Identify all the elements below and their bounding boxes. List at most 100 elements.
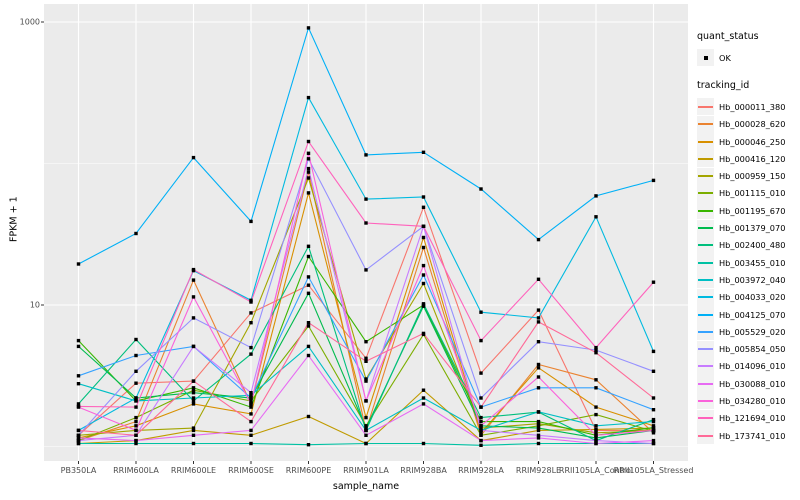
legend-key-icon	[697, 375, 714, 393]
data-point	[249, 321, 253, 325]
legend-key-icon	[697, 184, 714, 202]
data-point	[306, 139, 311, 144]
data-point	[306, 244, 311, 248]
data-point	[191, 396, 196, 400]
legend-item-ok: OK	[697, 49, 800, 67]
legend-item: Hb_004033_020	[697, 288, 800, 306]
data-point	[536, 426, 541, 430]
legend-key-icon	[697, 392, 714, 410]
legend-item: Hb_004125_070	[697, 306, 800, 323]
x-tick-label: RRIM600LA	[113, 466, 159, 475]
data-point	[364, 340, 368, 344]
legend-label: Hb_000028_620	[719, 119, 786, 130]
data-point	[594, 215, 598, 219]
legend-label: Hb_002400_480	[719, 240, 786, 251]
legend-item: Hb_005854_050	[697, 340, 800, 358]
data-point	[364, 426, 368, 430]
legend-label-ok: OK	[719, 52, 731, 63]
data-point	[306, 414, 311, 419]
data-point	[536, 362, 541, 367]
data-point	[479, 431, 483, 435]
point-marker-icon	[703, 55, 708, 60]
data-point	[594, 348, 598, 352]
x-tick-label: RRIM600SE	[228, 466, 274, 475]
data-point	[306, 291, 311, 295]
legend-key-icon	[697, 357, 714, 375]
legend-label: Hb_003455_010	[719, 257, 786, 268]
data-point	[191, 379, 196, 383]
legend-line-swatch	[698, 348, 713, 351]
data-point	[536, 320, 541, 324]
data-point	[479, 396, 483, 400]
data-point	[191, 267, 196, 272]
data-point	[249, 441, 253, 446]
legend-label: Hb_000011_380	[719, 101, 786, 112]
legend-line-swatch	[698, 157, 713, 160]
data-point	[536, 237, 541, 242]
data-point	[306, 344, 311, 349]
legend-item: Hb_001195_670	[697, 202, 800, 220]
data-point	[594, 351, 598, 355]
data-point	[421, 195, 426, 199]
legend-item: Hb_000028_620	[697, 115, 800, 133]
legend-item: Hb_003972_040	[697, 271, 800, 289]
data-point	[306, 275, 311, 279]
legend-key-icon	[697, 133, 714, 151]
legend-item: Hb_002400_480	[697, 236, 800, 254]
data-point	[421, 396, 426, 400]
legend-line-swatch	[698, 399, 713, 402]
legend-item: Hb_000416_120	[697, 150, 800, 168]
legend-key-icon	[697, 98, 714, 116]
data-point	[134, 441, 138, 446]
legend-key-icon	[697, 150, 714, 168]
data-point	[421, 302, 426, 306]
data-point	[191, 433, 196, 437]
data-point	[249, 345, 253, 350]
data-point	[536, 419, 541, 424]
data-point	[249, 405, 253, 409]
legend-label: Hb_005529_020	[719, 326, 786, 337]
data-point	[134, 396, 138, 400]
data-point	[76, 433, 81, 437]
data-point	[191, 388, 196, 392]
legend-key-icon	[697, 409, 714, 427]
data-point	[421, 273, 426, 277]
x-tick-label: RRIM600LE	[170, 466, 217, 475]
data-point	[536, 386, 541, 390]
x-tick-label: RRII105LA_Control	[558, 466, 634, 475]
data-point	[364, 415, 368, 420]
data-point	[191, 295, 196, 299]
x-tick-label: RRII105LA_Stressed	[613, 466, 694, 475]
data-point	[306, 151, 311, 155]
legend-key-icon	[697, 288, 714, 306]
data-point	[364, 433, 368, 437]
data-point	[191, 278, 196, 282]
data-point	[536, 375, 541, 379]
legend-label: Hb_034280_010	[719, 395, 786, 406]
legend-label: Hb_000416_120	[719, 153, 786, 164]
legend-item: Hb_014096_010	[697, 357, 800, 375]
data-point	[76, 404, 81, 409]
data-point	[421, 388, 426, 392]
legend-label: Hb_000046_250	[719, 136, 786, 147]
legend-item: Hb_034280_010	[697, 392, 800, 410]
data-point	[479, 424, 483, 428]
data-point	[536, 436, 541, 440]
data-point	[306, 170, 311, 174]
data-point	[651, 424, 656, 428]
data-point	[76, 338, 81, 343]
legend-key-icon	[697, 219, 714, 237]
legend-label: Hb_121694_010	[719, 413, 786, 424]
data-point	[306, 157, 311, 161]
data-point	[479, 415, 483, 420]
data-point	[421, 281, 426, 286]
data-point	[306, 254, 311, 259]
legend-item: Hb_173741_010	[697, 427, 800, 445]
data-point	[594, 438, 598, 443]
y-tick-label: 10	[29, 300, 40, 310]
legend-item: Hb_005529_020	[697, 323, 800, 341]
data-point	[651, 178, 656, 183]
legend-line-swatch	[698, 209, 713, 212]
data-point	[364, 441, 368, 446]
